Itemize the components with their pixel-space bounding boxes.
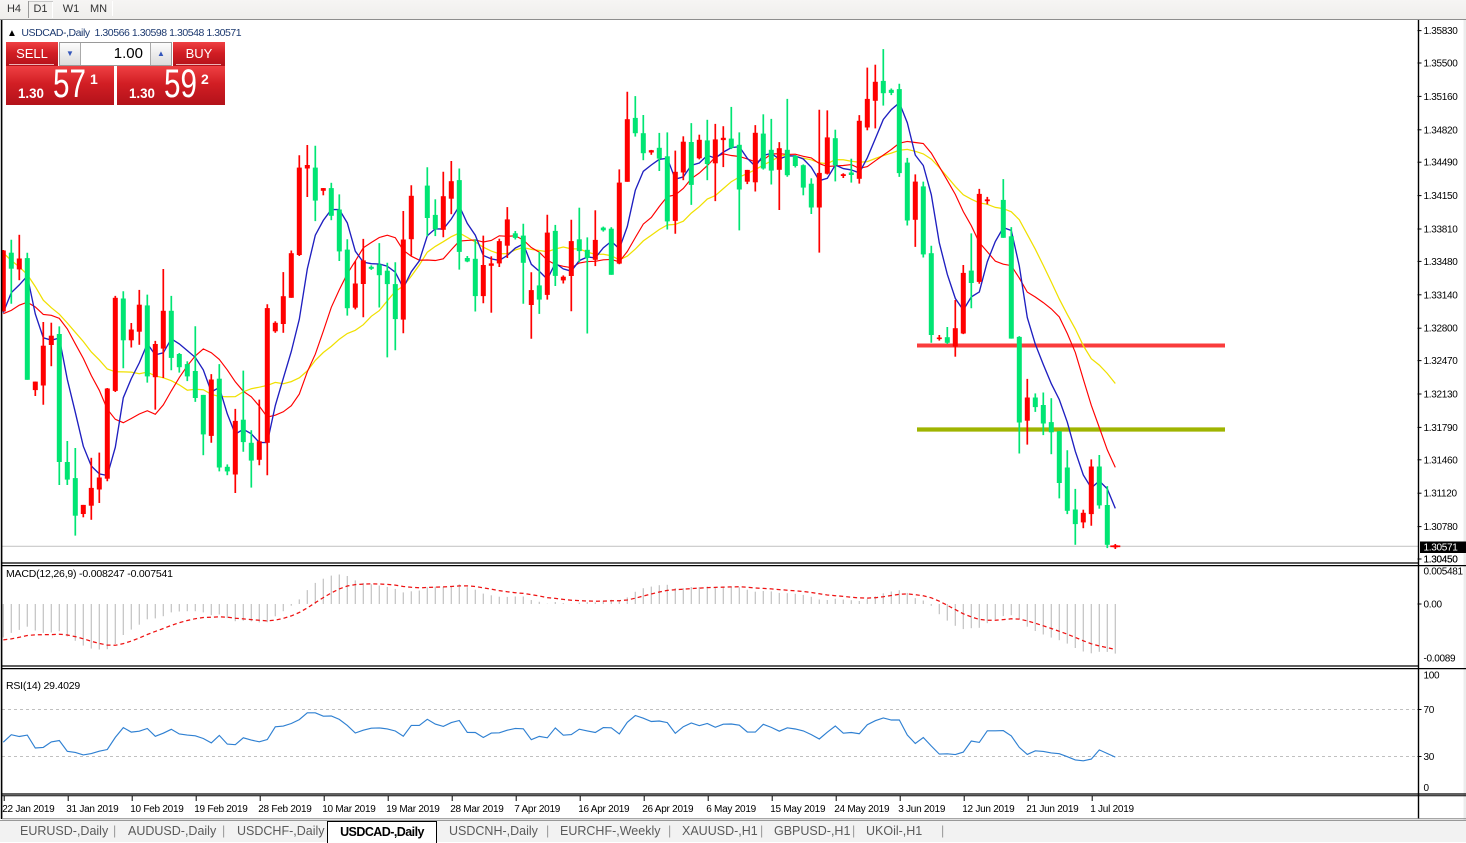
- svg-text:3 Jun 2019: 3 Jun 2019: [898, 804, 946, 815]
- svg-text:10 Mar 2019: 10 Mar 2019: [322, 804, 376, 815]
- svg-text:0.00: 0.00: [1424, 600, 1443, 611]
- svg-text:12 Jun 2019: 12 Jun 2019: [962, 804, 1015, 815]
- svg-text:1.33810: 1.33810: [1424, 225, 1459, 236]
- svg-text:1 Jul 2019: 1 Jul 2019: [1090, 804, 1134, 815]
- svg-text:1.33480: 1.33480: [1424, 257, 1459, 268]
- svg-text:70: 70: [1424, 705, 1435, 716]
- svg-text:6 May 2019: 6 May 2019: [706, 804, 756, 815]
- svg-text:31 Jan 2019: 31 Jan 2019: [66, 804, 119, 815]
- svg-text:100: 100: [1424, 671, 1441, 682]
- svg-text:1.35500: 1.35500: [1424, 59, 1459, 70]
- svg-text:28 Mar 2019: 28 Mar 2019: [450, 804, 504, 815]
- svg-text:1.34150: 1.34150: [1424, 191, 1459, 202]
- svg-text:1.31120: 1.31120: [1424, 489, 1458, 500]
- svg-text:0.005481: 0.005481: [1424, 567, 1464, 578]
- svg-text:26 Apr 2019: 26 Apr 2019: [642, 804, 694, 815]
- svg-text:1.34820: 1.34820: [1424, 125, 1459, 136]
- svg-text:0: 0: [1424, 783, 1430, 794]
- svg-text:1.30780: 1.30780: [1424, 522, 1459, 533]
- svg-text:28 Feb 2019: 28 Feb 2019: [258, 804, 312, 815]
- svg-text:1.30450: 1.30450: [1424, 555, 1459, 566]
- svg-text:19 Mar 2019: 19 Mar 2019: [386, 804, 440, 815]
- svg-text:RSI(14) 29.4029: RSI(14) 29.4029: [6, 680, 80, 692]
- svg-text:1.31460: 1.31460: [1424, 455, 1459, 466]
- svg-text:1.33140: 1.33140: [1424, 290, 1459, 301]
- svg-text:16 Apr 2019: 16 Apr 2019: [578, 804, 630, 815]
- svg-text:1.32800: 1.32800: [1424, 324, 1459, 335]
- svg-text:15 May 2019: 15 May 2019: [770, 804, 826, 815]
- svg-text:1.35160: 1.35160: [1424, 92, 1459, 103]
- svg-text:24 May 2019: 24 May 2019: [834, 804, 890, 815]
- svg-text:7 Apr 2019: 7 Apr 2019: [514, 804, 561, 815]
- svg-text:1.32130: 1.32130: [1424, 390, 1459, 401]
- svg-text:MACD(12,26,9) -0.008247 -0.007: MACD(12,26,9) -0.008247 -0.007541: [6, 568, 173, 580]
- svg-text:1.35830: 1.35830: [1424, 26, 1459, 37]
- svg-text:1.31790: 1.31790: [1424, 423, 1459, 434]
- svg-text:22 Jan 2019: 22 Jan 2019: [2, 804, 55, 815]
- svg-text:1.32470: 1.32470: [1424, 356, 1459, 367]
- svg-text:19 Feb 2019: 19 Feb 2019: [194, 804, 248, 815]
- svg-text:1.30571: 1.30571: [1424, 543, 1459, 554]
- svg-text:1.34490: 1.34490: [1424, 158, 1459, 169]
- svg-text:21 Jun 2019: 21 Jun 2019: [1026, 804, 1079, 815]
- svg-text:10 Feb 2019: 10 Feb 2019: [130, 804, 184, 815]
- svg-text:30: 30: [1424, 752, 1435, 763]
- svg-text:-0.0089: -0.0089: [1424, 654, 1457, 665]
